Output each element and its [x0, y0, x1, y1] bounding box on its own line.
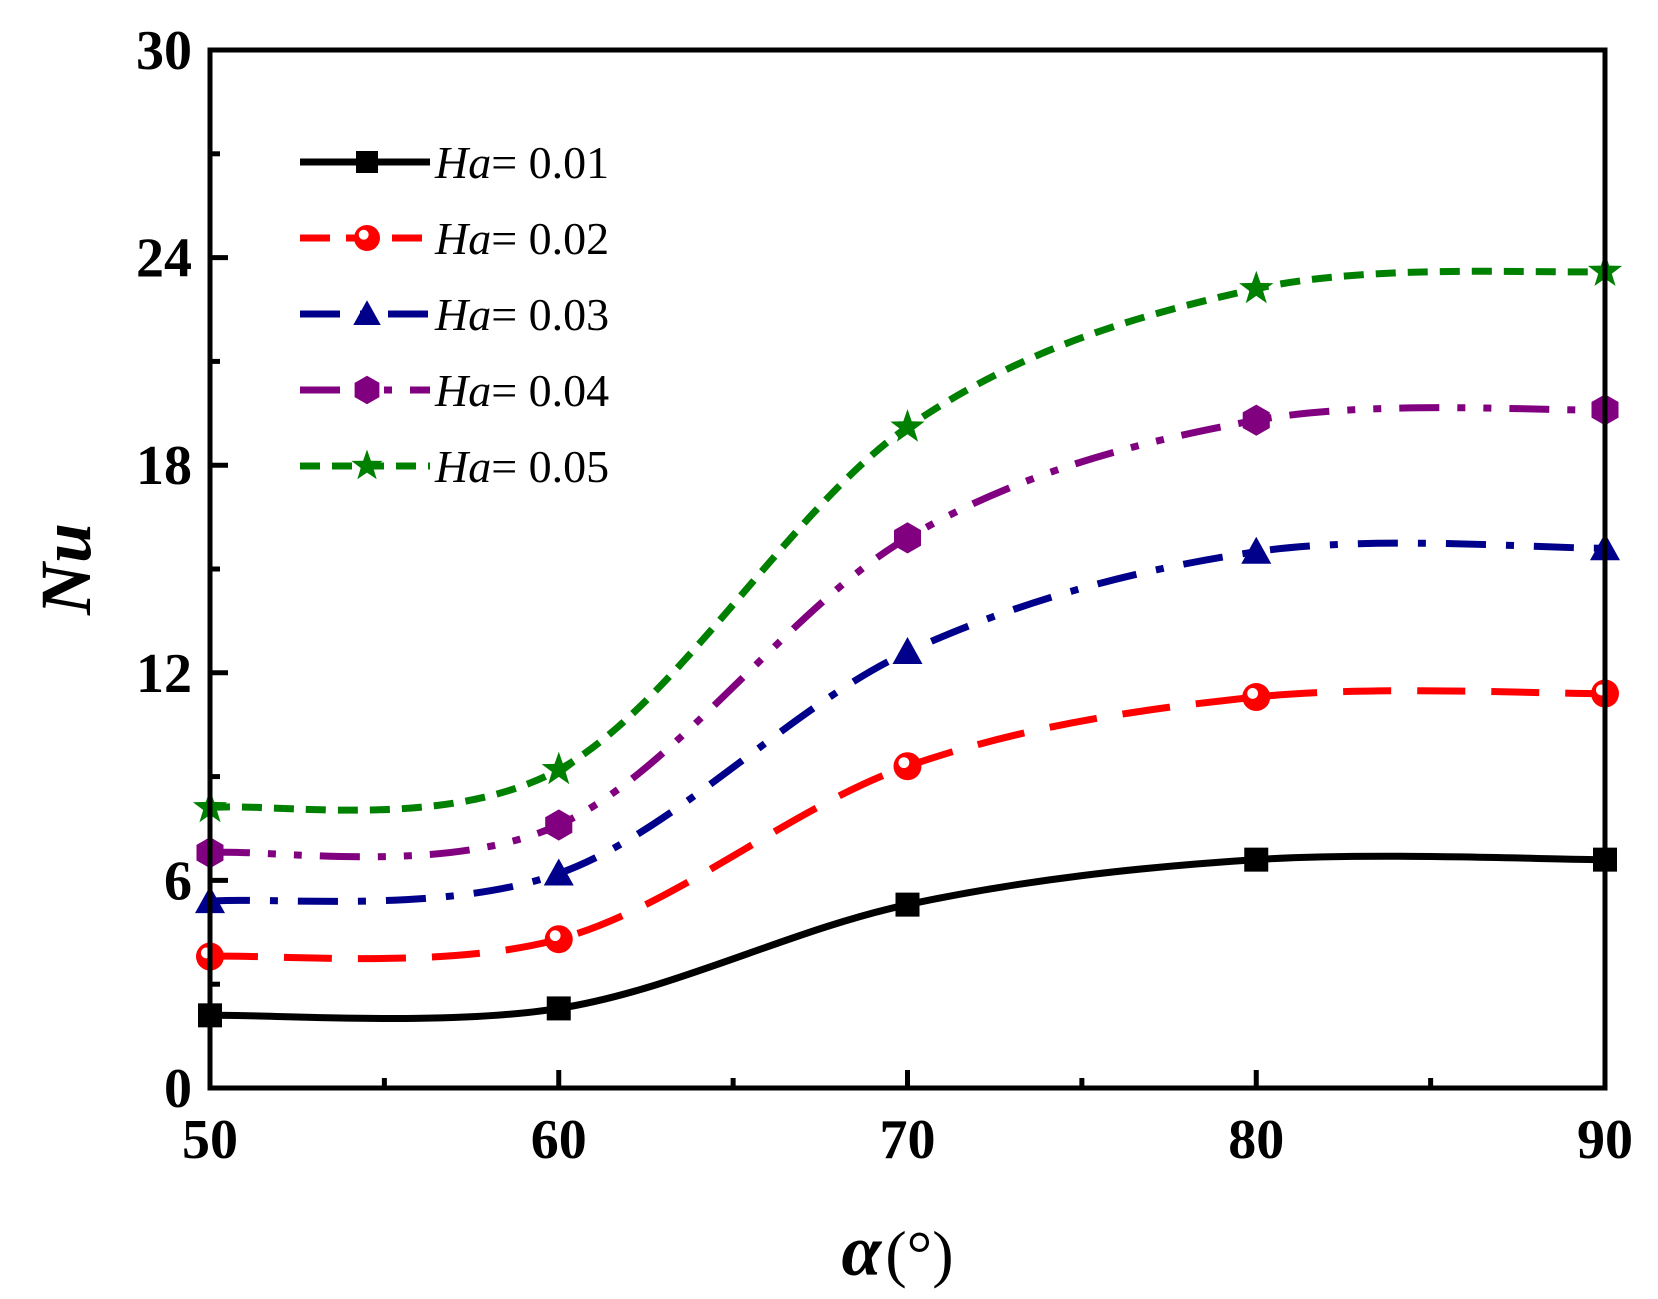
series-layer [192, 253, 1623, 1028]
marker-hexagon [354, 375, 380, 405]
x-tick-label: 90 [1577, 1109, 1633, 1171]
marker-circle [893, 752, 922, 781]
marker-star [541, 751, 576, 785]
tick-marks [207, 47, 1608, 1091]
marker-square [356, 151, 378, 173]
legend-label-value: = 0.02 [491, 213, 609, 264]
series-line [209, 852, 1606, 1023]
legend-label: Ha= 0.03 [434, 289, 609, 340]
x-tick-label: 80 [1228, 1109, 1284, 1171]
y-tick-label: 30 [136, 20, 192, 82]
marker-hexagon [894, 522, 921, 554]
series-line [209, 267, 1606, 814]
legend-label-value: = 0.01 [491, 137, 609, 188]
marker-circle-highlight [1247, 688, 1259, 699]
marker-circle [354, 225, 380, 251]
marker-circle [1242, 683, 1271, 712]
y-tick-label: 12 [136, 643, 192, 705]
marker-circle-highlight [358, 229, 369, 240]
legend-label-var: Ha [434, 289, 491, 340]
series-4 [196, 394, 1619, 869]
x-axis-title: α [841, 1211, 882, 1291]
legend-label: Ha= 0.05 [434, 441, 609, 492]
marker-circle [544, 925, 573, 954]
marker-triangle [892, 637, 923, 665]
legend-label-var: Ha [434, 137, 491, 188]
x-tick-label: 70 [880, 1109, 936, 1171]
legend-label: Ha= 0.02 [434, 213, 609, 264]
x-axis-unit: (°) [885, 1218, 953, 1289]
legend-entry-1: Ha= 0.01 [300, 137, 609, 188]
legend-entry-4: Ha= 0.04 [300, 365, 609, 416]
y-tick-label: 6 [164, 850, 192, 912]
legend-label: Ha= 0.04 [434, 365, 609, 416]
legend-label-value: = 0.05 [491, 441, 609, 492]
x-axis-title-group: α (°) [841, 1211, 953, 1291]
marker-triangle [543, 858, 574, 886]
marker-square [1244, 847, 1269, 872]
legend-label-value: = 0.03 [491, 289, 609, 340]
marker-triangle [1241, 536, 1272, 564]
marker-triangle [353, 300, 381, 325]
tick-labels: 50 60 70 80 90 0 6 12 18 24 30 [136, 20, 1633, 1171]
legend-label-var: Ha [434, 365, 491, 416]
y-tick-label: 18 [136, 435, 192, 497]
marker-star [890, 409, 925, 442]
legend-label-var: Ha [434, 441, 491, 492]
marker-hexagon [1242, 404, 1270, 436]
marker-square [546, 996, 571, 1021]
legend-entry-3: Ha= 0.03 [300, 289, 609, 340]
x-tick-label: 50 [182, 1109, 238, 1171]
series-1 [198, 847, 1617, 1028]
marker-circle-highlight [549, 930, 561, 942]
axis-titles: Nu α (°) [26, 523, 954, 1291]
x-tick-label: 60 [531, 1109, 587, 1171]
marker-circle-highlight [898, 757, 910, 769]
legend-label-var: Ha [434, 213, 491, 264]
series-line [209, 404, 1606, 861]
y-tick-label: 24 [136, 228, 192, 290]
series-2 [196, 679, 1619, 971]
series-line [209, 687, 1606, 963]
legend-label-value: = 0.04 [491, 365, 609, 416]
marker-square [895, 892, 920, 917]
legend-entry-2: Ha= 0.02 [300, 213, 609, 264]
marker-star [351, 449, 383, 480]
y-axis-title: Nu [26, 523, 106, 616]
y-tick-label: 0 [164, 1058, 192, 1120]
marker-hexagon [545, 809, 573, 841]
plot-frame [207, 47, 1608, 1091]
legend-label: Ha= 0.01 [434, 137, 609, 188]
legend-entry-5: Ha= 0.05 [300, 441, 609, 492]
marker-star [1239, 270, 1274, 304]
series-line [209, 539, 1606, 905]
